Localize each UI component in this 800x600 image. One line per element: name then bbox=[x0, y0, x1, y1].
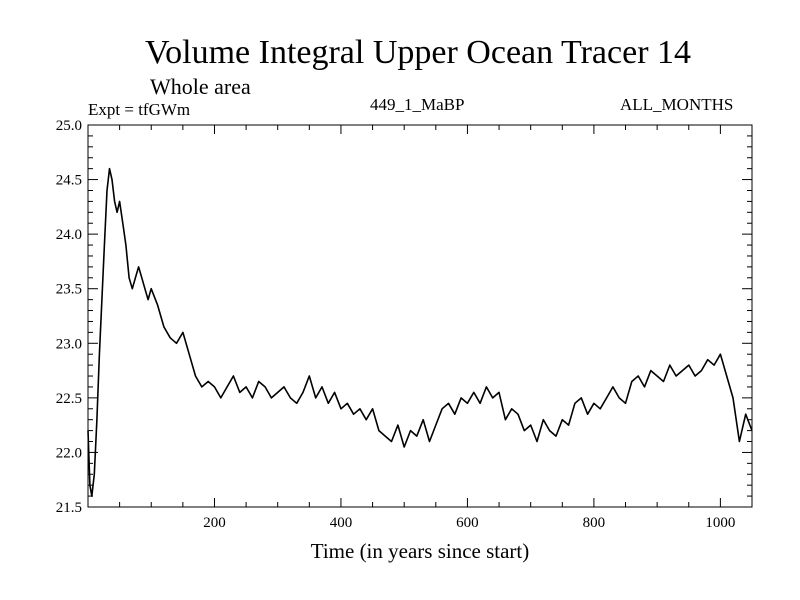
experiment-label: Expt = tfGWm bbox=[88, 100, 191, 119]
x-tick-label: 400 bbox=[330, 515, 353, 531]
y-tick-label: 23.0 bbox=[56, 336, 82, 352]
plot-frame bbox=[87, 124, 753, 508]
y-tick-label: 25.0 bbox=[56, 118, 82, 134]
months-label: ALL_MONTHS bbox=[620, 95, 734, 114]
y-tick-label: 22.5 bbox=[56, 391, 82, 407]
run-label: 449_1_MaBP bbox=[370, 95, 465, 114]
x-tick-label: 200 bbox=[203, 515, 226, 531]
x-tick-label: 1000 bbox=[705, 515, 735, 531]
chart-title: Volume Integral Upper Ocean Tracer 14 bbox=[144, 34, 692, 71]
x-axis-label: Time (in years since start) bbox=[310, 539, 530, 563]
y-tick-label: 21.5 bbox=[56, 500, 82, 516]
y-tick-label: 23.5 bbox=[56, 282, 82, 298]
chart-subtitle: Whole area bbox=[150, 74, 251, 99]
y-tick-label: 24.0 bbox=[56, 227, 82, 243]
y-axis: 21.5 22.0 22.5 23.0 23.5 24.0 24.5 25.0 bbox=[56, 118, 752, 516]
x-axis: 200 400 600 800 1000 bbox=[119, 125, 735, 531]
series-line bbox=[87, 167, 753, 497]
x-tick-label: 800 bbox=[583, 515, 606, 531]
x-tick-label: 600 bbox=[456, 515, 479, 531]
y-tick-label: 22.0 bbox=[56, 445, 82, 461]
y-tick-label: 24.5 bbox=[56, 173, 82, 189]
